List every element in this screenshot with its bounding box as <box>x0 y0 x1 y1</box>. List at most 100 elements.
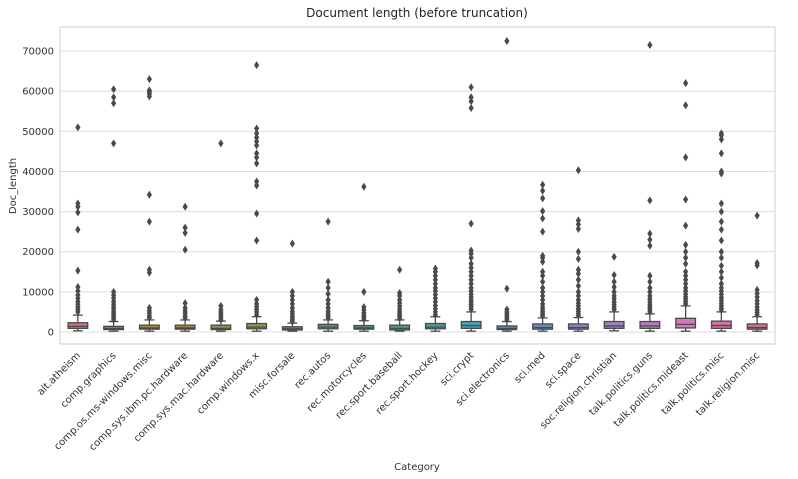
outlier-point <box>683 153 689 162</box>
outlier-point <box>75 199 81 208</box>
outlier-point <box>540 291 546 300</box>
box-iqr <box>210 324 232 331</box>
box-talk.politics.mideast <box>675 79 697 332</box>
outlier-point <box>718 207 724 216</box>
outlier-point <box>575 254 581 263</box>
outlier-point <box>718 273 724 282</box>
outlier-point <box>325 299 331 308</box>
box-sci.space <box>567 166 589 332</box>
box-iqr <box>424 322 446 330</box>
outlier-point <box>432 271 438 280</box>
outlier-point <box>468 253 474 262</box>
outlier-point <box>254 141 260 150</box>
outlier-point <box>75 225 81 234</box>
outlier-point <box>254 299 260 308</box>
outlier-point <box>468 267 474 276</box>
outlier-point <box>540 214 546 223</box>
outlier-point <box>504 37 510 46</box>
outlier-point <box>683 101 689 110</box>
outlier-point <box>468 93 474 102</box>
outlier-point <box>718 135 724 144</box>
outlier-point <box>468 259 474 268</box>
outlier-point <box>647 196 653 205</box>
outlier-point <box>468 219 474 228</box>
outlier-point <box>254 181 260 190</box>
outlier-point <box>647 241 653 250</box>
outlier-point <box>718 167 724 176</box>
y-tick-label: 30000 <box>22 207 54 218</box>
outlier-point <box>575 265 581 274</box>
box-iqr <box>746 323 768 330</box>
outlier-point <box>182 299 188 308</box>
outlier-point <box>468 263 474 272</box>
outlier-point <box>575 291 581 300</box>
outlier-point <box>75 291 81 300</box>
box-comp.graphics <box>103 85 125 332</box>
outlier-point <box>647 283 653 292</box>
outlier-point <box>254 61 260 70</box>
outlier-point <box>254 209 260 218</box>
outlier-point <box>611 270 617 279</box>
outlier-point <box>575 216 581 225</box>
outlier-point <box>325 283 331 292</box>
box-alt.atheism <box>67 123 89 332</box>
outlier-point <box>75 208 81 217</box>
box-rec.motorcycles <box>353 182 375 332</box>
outlier-point <box>718 225 724 234</box>
outlier-point <box>540 299 546 308</box>
outlier-point <box>325 289 331 298</box>
box-comp.sys.mac.hardware <box>210 139 232 332</box>
outlier-point <box>468 275 474 284</box>
outlier-point <box>683 279 689 288</box>
outlier-point <box>146 303 152 312</box>
box-sci.med <box>532 180 554 332</box>
outlier-point <box>540 251 546 260</box>
grid-lines <box>60 50 775 333</box>
outlier-point <box>540 271 546 280</box>
y-tick-label: 10000 <box>22 287 54 298</box>
outlier-point <box>575 166 581 175</box>
box-comp.os.ms-windows.misc <box>138 75 160 332</box>
box-rec.sport.hockey <box>424 264 446 332</box>
x-tick-label: talk.politics.guns <box>587 350 655 418</box>
outlier-point <box>325 277 331 286</box>
outlier-point <box>468 283 474 292</box>
outlier-point <box>647 287 653 296</box>
outlier-point <box>718 267 724 276</box>
outlier-point <box>718 236 724 245</box>
outlier-point <box>254 236 260 245</box>
outlier-point <box>182 223 188 232</box>
outlier-point <box>683 283 689 292</box>
outlier-point <box>468 83 474 92</box>
outlier-point <box>718 217 724 226</box>
outlier-point <box>575 224 581 233</box>
outlier-point <box>575 287 581 296</box>
outlier-point <box>289 291 295 300</box>
outlier-point <box>254 124 260 133</box>
outlier-point <box>218 139 224 148</box>
outlier-point <box>683 195 689 204</box>
outlier-point <box>75 287 81 296</box>
outlier-point <box>647 229 653 238</box>
outlier-point <box>146 190 152 199</box>
outlier-point <box>647 271 653 280</box>
outlier-point <box>683 275 689 284</box>
outlier-point <box>647 277 653 286</box>
outlier-point <box>575 275 581 284</box>
outlier-point <box>540 227 546 236</box>
box-iqr <box>246 322 268 330</box>
box-rec.sport.baseball <box>389 265 411 332</box>
outlier-point <box>75 266 81 275</box>
outlier-point <box>540 186 546 195</box>
outlier-point <box>325 217 331 226</box>
outlier-point <box>468 104 474 113</box>
outlier-point <box>432 264 438 273</box>
x-tick-labels: alt.atheismcomp.graphicscomp.os.ms-windo… <box>35 350 762 453</box>
outlier-point <box>75 123 81 132</box>
box-misc.forsale <box>281 239 303 332</box>
outlier-point <box>718 253 724 262</box>
outlier-point <box>718 129 724 138</box>
outlier-point <box>575 295 581 304</box>
outlier-point <box>718 279 724 288</box>
box-comp.windows.x <box>246 61 268 332</box>
